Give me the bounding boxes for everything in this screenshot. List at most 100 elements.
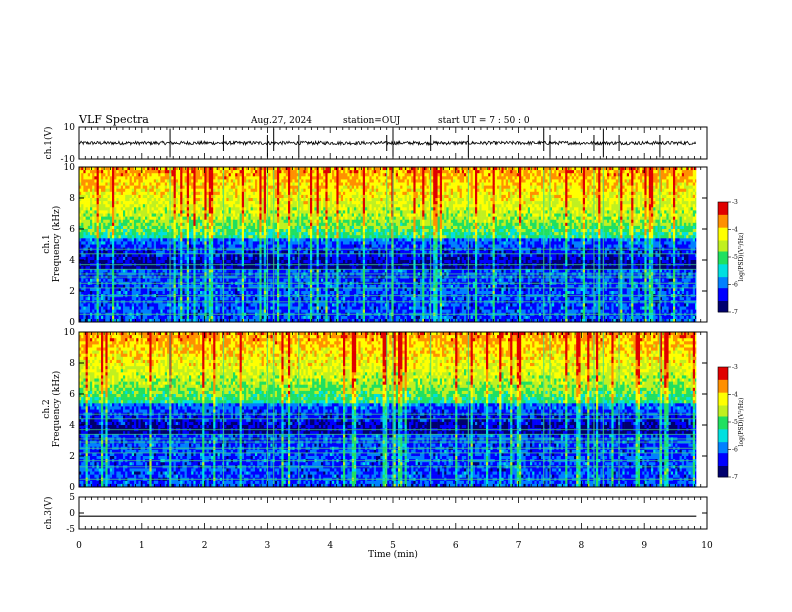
spectrogram-cell	[235, 229, 238, 233]
spectrogram-cell	[164, 191, 168, 196]
spectrogram-cell	[294, 287, 298, 292]
spectrogram-cell	[206, 229, 210, 233]
spectrogram-cell	[162, 318, 166, 322]
spectrogram-cell	[112, 284, 115, 289]
spectrogram-cell	[147, 222, 150, 227]
spectrogram-cell	[255, 291, 258, 295]
spectrogram-cell	[116, 222, 119, 227]
spectrogram-cell	[180, 229, 183, 233]
spectrogram-cell	[83, 297, 86, 301]
spectrogram-cell	[120, 216, 124, 220]
spectrogram-cell	[147, 179, 150, 183]
spectrogram-cell	[237, 188, 240, 193]
spectrogram-cell	[193, 204, 196, 208]
spectrogram-cell	[147, 204, 150, 208]
spectrogram-cell	[288, 256, 291, 261]
spectrogram-cell	[268, 306, 271, 310]
spectrogram-cell	[158, 198, 161, 202]
spectrogram-cell	[213, 284, 216, 289]
spectrogram-cell	[105, 318, 108, 322]
spectrogram-cell	[296, 229, 300, 233]
spectrogram-cell	[217, 266, 221, 270]
spectrogram-cell	[147, 188, 150, 193]
spectrogram-cell	[191, 213, 194, 217]
spectrogram-cell	[250, 225, 254, 230]
spectrogram-cell	[81, 260, 84, 264]
spectrogram-cell	[105, 207, 108, 211]
spectrogram-cell	[162, 235, 166, 239]
spectrogram-cell	[233, 287, 236, 292]
spectrogram-cell	[107, 306, 111, 310]
spectrogram-cell	[180, 297, 183, 301]
spectrogram-cell	[105, 284, 108, 289]
spectrogram-cell	[193, 229, 196, 233]
spectrogram-cell	[171, 232, 174, 236]
spectrogram-cell	[255, 250, 258, 255]
spectrogram-cell	[244, 238, 247, 242]
spectrogram-cell	[235, 238, 238, 242]
spectrogram-cell	[197, 297, 201, 301]
spectrogram-cell	[171, 179, 174, 183]
spectrogram-cell	[274, 179, 278, 183]
spectrogram-cell	[120, 303, 124, 307]
spectrogram-cell	[116, 210, 119, 214]
spectrogram-cell	[180, 222, 183, 227]
spectrogram-cell	[127, 238, 130, 242]
spectrogram-cell	[235, 216, 238, 220]
spectrogram-cell	[120, 229, 124, 233]
spectrogram-cell	[193, 216, 196, 220]
spectrogram-cell	[94, 244, 97, 248]
spectrogram-cell	[120, 309, 124, 313]
spectrogram-cell	[263, 256, 267, 261]
spectrogram-cell	[186, 306, 190, 310]
spectrogram-cell	[149, 232, 152, 236]
spectrogram-cell	[226, 287, 229, 292]
spectrogram-cell	[195, 253, 199, 258]
spectrogram-cell	[235, 284, 238, 289]
spectrogram-cell	[202, 232, 205, 236]
spectrogram-cell	[281, 256, 284, 261]
spectrogram-cell	[105, 287, 108, 292]
spectrogram-cell	[109, 269, 113, 273]
spectrogram-cell	[208, 219, 212, 224]
spectrogram-cell	[257, 260, 260, 264]
spectrogram-cell	[270, 173, 273, 177]
spectrogram-cell	[283, 188, 287, 193]
spectrogram-cell	[153, 303, 157, 307]
spectrogram-cell	[123, 188, 126, 193]
spectrogram-cell	[189, 222, 192, 227]
spectrogram-cell	[173, 260, 177, 264]
spectrogram-cell	[134, 303, 137, 307]
spectrogram-cell	[79, 287, 82, 292]
spectrogram-cell	[230, 201, 234, 205]
spectrogram-cell	[136, 176, 139, 180]
spectrogram-cell	[138, 179, 141, 183]
spectrogram-cell	[145, 191, 148, 196]
spectrogram-cell	[85, 232, 89, 236]
spectrogram-cell	[140, 260, 144, 264]
spectrogram-cell	[173, 179, 177, 183]
spectrogram-cell	[263, 170, 267, 174]
spectrogram-cell	[283, 284, 287, 289]
spectrogram-cell	[158, 241, 161, 245]
spectrogram-cell	[107, 182, 111, 186]
spectrogram-cell	[252, 222, 256, 227]
spectrogram-cell	[149, 309, 152, 313]
spectrogram-cell	[202, 173, 205, 177]
spectrogram-cell	[123, 170, 126, 174]
spectrogram-cell	[268, 222, 271, 227]
spectrogram-cell	[290, 284, 293, 289]
spectrogram-cell	[294, 222, 298, 227]
spectrogram-cell	[180, 219, 183, 224]
spectrogram-cell	[281, 167, 284, 171]
spectrogram-cell	[114, 170, 117, 174]
spectrogram-cell	[283, 225, 287, 230]
spectrogram-cell	[131, 222, 135, 227]
spectrogram-cell	[213, 182, 216, 186]
spectrogram-cell	[131, 179, 135, 183]
spectrogram-cell	[204, 303, 207, 307]
spectrogram-cell	[87, 235, 91, 239]
spectrogram-cell	[202, 222, 205, 227]
spectrogram-cell	[283, 194, 287, 199]
spectrogram-cell	[239, 201, 243, 205]
